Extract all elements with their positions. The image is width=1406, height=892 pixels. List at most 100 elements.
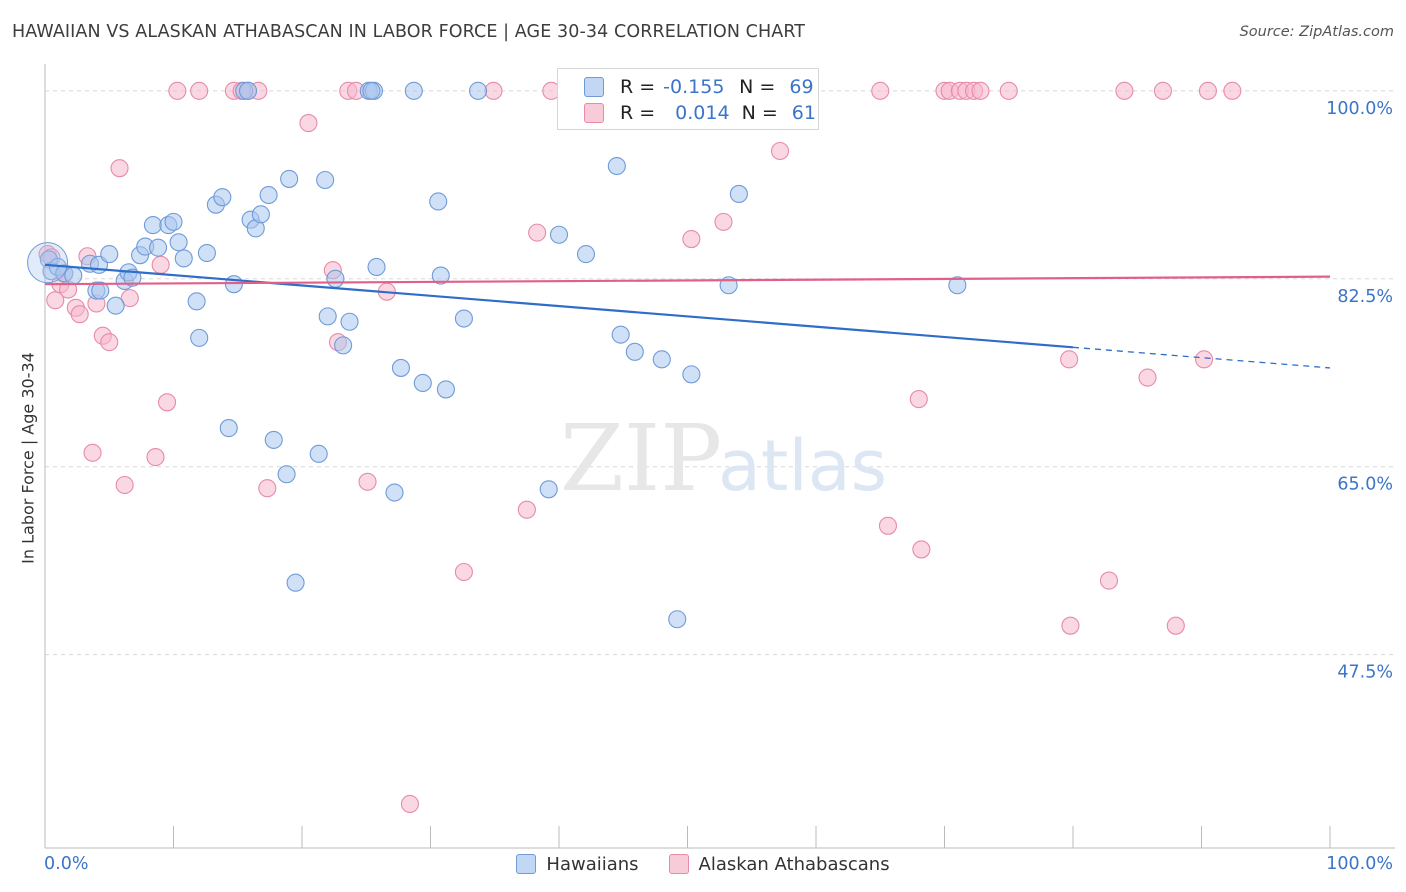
alaskan-athabascans-trend-line xyxy=(44,275,1331,286)
alaskan-athabascan-point xyxy=(400,794,419,814)
alaskan-athabascan-point xyxy=(120,289,139,308)
hawaiian-point xyxy=(362,81,381,100)
legend-r-label: R = xyxy=(620,76,656,98)
hawaiian-point xyxy=(64,266,83,285)
alaskan-athabascan-point xyxy=(1060,350,1079,369)
alaskan-athabascan-point xyxy=(1099,571,1119,590)
source-note: Source: ZipAtlas.com xyxy=(1239,24,1394,40)
hawaiian-point xyxy=(468,81,488,100)
hawaiian-point xyxy=(169,233,188,252)
series-swatch-blue xyxy=(516,854,537,874)
hawaiian-point xyxy=(106,296,125,315)
y-axis-title: In Labor Force | Age 30-34 xyxy=(18,352,38,564)
hawaiians-trend-extension xyxy=(1072,346,1331,369)
alaskan-athabascan-point xyxy=(83,443,102,462)
legend-swatch-pink xyxy=(584,103,604,123)
alaskan-athabascan-point xyxy=(1153,81,1172,100)
alaskan-athabascan-point xyxy=(46,291,65,310)
alaskan-athabascan-point xyxy=(299,114,318,133)
hawaiian-point xyxy=(213,188,232,207)
hawaiian-point xyxy=(607,156,626,176)
alaskan-athabascan-point xyxy=(70,305,89,324)
hawaiian-point xyxy=(143,216,162,235)
alaskan-athabascan-point xyxy=(168,81,187,100)
series-legend: Hawaiians Alaskan Athabascans xyxy=(0,852,1406,876)
y-tick-label: 47.5% xyxy=(1337,663,1393,683)
hawaiian-point-large xyxy=(27,242,69,284)
x-tick-label-left: 0.0% xyxy=(44,854,88,874)
hawaiians-points xyxy=(27,81,967,629)
alaskan-athabascan-point xyxy=(158,393,177,412)
watermark-atlas: atlas xyxy=(718,425,887,507)
alaskan-athabascan-point xyxy=(528,223,547,242)
alaskan-athabascan-point xyxy=(1115,81,1134,100)
hawaiian-point xyxy=(187,292,206,311)
series-label-alaskan-athabascans: Alaskan Athabascans xyxy=(698,853,890,875)
x-tick-label-right: 100.0% xyxy=(1326,854,1393,874)
alaskan-athabascan-point xyxy=(358,472,377,491)
legend-row-alaskan-athabascans: R = 0.014 N = 61 xyxy=(584,101,816,125)
alaskan-athabascan-point xyxy=(1061,616,1080,635)
alaskan-athabascan-point xyxy=(1198,81,1217,100)
hawaiian-point xyxy=(259,185,278,205)
hawaiian-point xyxy=(277,465,296,484)
legend-swatch-blue xyxy=(584,77,604,97)
hawaiian-point xyxy=(431,266,450,285)
y-tick-label: 82.5% xyxy=(1337,287,1393,307)
alaskan-athabascan-point xyxy=(454,562,473,582)
alaskan-athabascan-point xyxy=(1138,368,1157,387)
alaskan-athabascan-point xyxy=(770,141,790,161)
hawaiian-point xyxy=(729,184,748,204)
hawaiian-point xyxy=(149,238,168,257)
tick-labels: 100.0% 82.5% 65.0% 47.5% 0.0% 100.0% xyxy=(44,99,1393,874)
alaskan-athabascan-point xyxy=(878,516,898,535)
series-legend-alaskan-athabascans: Alaskan Athabascans xyxy=(668,853,890,875)
hawaiian-point xyxy=(682,365,701,384)
series-swatch-pink xyxy=(668,854,689,874)
hawaiian-point xyxy=(286,573,305,592)
hawaiian-point xyxy=(318,307,337,326)
legend-n-label: N = xyxy=(739,76,776,98)
hawaiian-point xyxy=(334,336,353,355)
hawaiian-point xyxy=(264,430,283,449)
hawaiian-point xyxy=(367,257,386,277)
hawaiian-point xyxy=(404,81,423,100)
hawaiian-point xyxy=(385,483,404,502)
legend-r-label: R = xyxy=(620,102,656,124)
legend-n-label: N = xyxy=(741,102,778,124)
hawaiian-point xyxy=(174,249,193,268)
legend-n-value: 61 xyxy=(791,102,816,124)
alaskan-athabascan-point xyxy=(999,81,1018,100)
alaskan-athabascan-point xyxy=(151,255,170,274)
hawaiian-point xyxy=(948,276,967,295)
hawaiian-point xyxy=(251,205,270,224)
hawaiian-point xyxy=(219,419,238,438)
legend-n-value: 69 xyxy=(789,76,814,98)
watermark: ZIP atlas xyxy=(560,405,887,512)
hawaiian-point xyxy=(413,373,432,393)
alaskan-athabascan-point xyxy=(484,81,503,100)
legend-r-value: 0.014 xyxy=(675,102,730,124)
alaskan-athabascan-point xyxy=(110,159,129,178)
alaskan-athabascan-point xyxy=(1166,616,1185,635)
alaskan-athabascan-point xyxy=(517,500,536,519)
y-tick-label: 100.0% xyxy=(1326,99,1393,119)
grid-lines xyxy=(45,90,1395,656)
hawaiian-point xyxy=(668,610,687,629)
hawaiian-point xyxy=(576,245,596,264)
legend-row-hawaiians: R = -0.155 N = 69 xyxy=(584,75,814,99)
hawaiian-point xyxy=(391,358,410,377)
alaskan-athabascan-point xyxy=(714,212,733,231)
hawaiian-point xyxy=(454,309,473,328)
alaskan-athabascan-point xyxy=(682,230,701,249)
hawaiian-point xyxy=(164,212,183,231)
alaskan-athabascan-point xyxy=(100,333,119,352)
alaskan-athabascan-point xyxy=(909,390,928,409)
alaskan-athabascan-point xyxy=(115,475,134,495)
alaskan-athabascan-point xyxy=(912,540,931,559)
legend-r-value: -0.155 xyxy=(663,76,725,98)
alaskan-athabascan-point xyxy=(971,81,990,100)
hawaiian-point xyxy=(652,350,671,369)
hawaiian-point xyxy=(549,225,569,244)
